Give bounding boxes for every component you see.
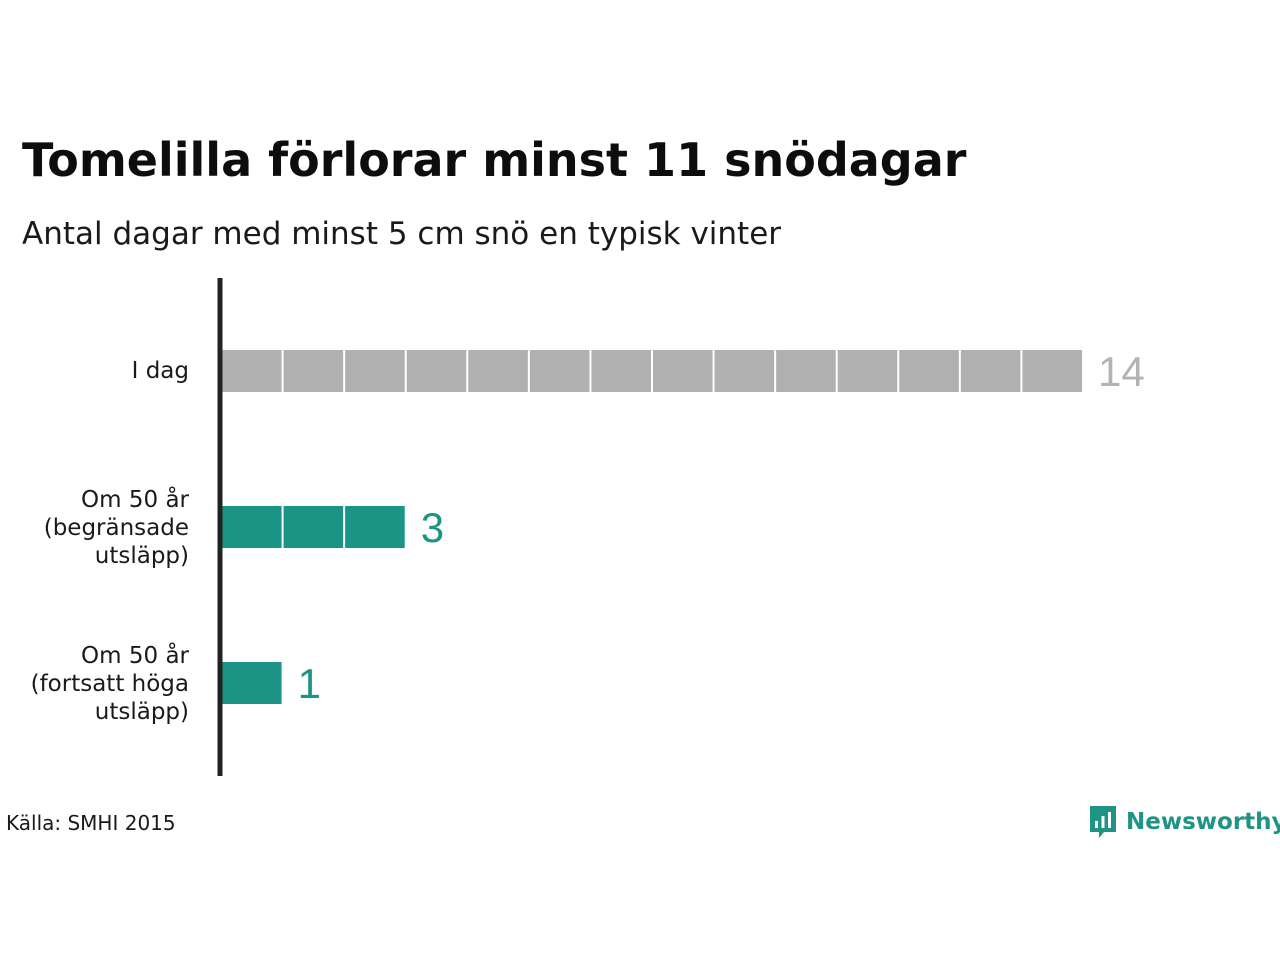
bar-segment-0-1 [283,350,344,392]
bar-segment-0-10 [837,350,898,392]
bar-segment-0-5 [529,350,590,392]
bar-segment-0-13 [1022,350,1082,392]
category-label-hoga: Om 50 år (fortsatt höga utsläpp) [30,643,189,725]
category-label-begransade: Om 50 år (begränsade utsläpp) [43,487,189,569]
bar-segment-0-9 [776,350,836,392]
bar-segment-0-0 [222,350,282,392]
bar-segment-1-0 [222,506,282,548]
category-label-i-dag: I dag [131,358,189,384]
chart-subtitle: Antal dagar med minst 5 cm snö en typisk… [22,216,782,252]
bar-segment-0-8 [714,350,775,392]
value-label-0: 14 [1098,348,1145,395]
bar-segment-0-12 [960,350,1021,392]
bar-segment-2-0 [222,662,282,704]
bars-group [222,350,1082,704]
source-note: Källa: SMHI 2015 [6,811,176,835]
bar-segment-0-11 [899,350,959,392]
bar-segment-0-7 [653,350,713,392]
bar-segment-0-2 [345,350,405,392]
newsworthy-chart-icon [1090,806,1116,838]
value-labels-group: 14 3 1 [298,348,1145,707]
bar-segment-0-3 [406,350,467,392]
newsworthy-logo: Newsworthy [1088,802,1280,842]
value-label-1: 3 [421,504,444,551]
logo-text: Newsworthy [1126,809,1280,835]
bar-segment-1-2 [345,506,405,548]
chart-title: Tomelilla förlorar minst 11 snödagar [22,133,967,187]
bar-segment-0-6 [591,350,651,392]
bar-segment-1-1 [283,506,344,548]
value-label-2: 1 [298,660,321,707]
bar-segment-0-4 [468,350,528,392]
